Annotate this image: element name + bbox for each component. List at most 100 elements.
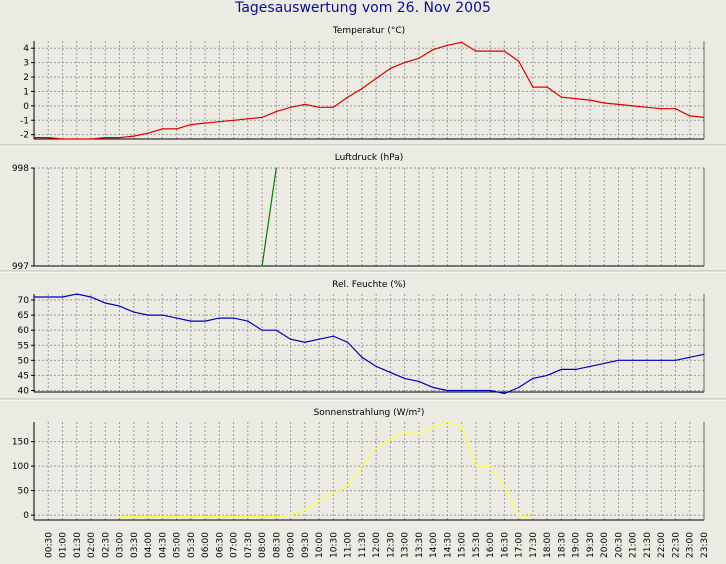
y-tick-label: 50	[18, 356, 30, 366]
data-point	[404, 62, 406, 64]
data-point	[218, 515, 220, 518]
data-point	[703, 353, 705, 355]
data-point	[304, 103, 306, 106]
data-point	[432, 426, 434, 428]
data-point	[589, 365, 591, 367]
x-tick-label: 14:30	[443, 532, 453, 558]
data-point	[518, 514, 520, 516]
x-tick-label: 23:30	[700, 532, 710, 558]
data-point	[475, 389, 477, 392]
x-tick-label: 18:30	[557, 532, 567, 558]
data-point	[147, 132, 149, 134]
data-point	[446, 389, 449, 392]
data-point	[47, 296, 49, 298]
y-tick-label: 65	[18, 311, 29, 321]
x-tick-label: 11:00	[344, 532, 354, 558]
page-title: Tagesauswertung vom 26. Nov 2005	[235, 0, 491, 16]
x-tick-label: 21:30	[643, 532, 653, 558]
data-point	[575, 368, 577, 370]
data-point	[275, 329, 277, 331]
x-tick-label: 18:00	[543, 532, 553, 558]
data-point	[674, 108, 677, 110]
data-point	[461, 426, 463, 428]
data-point	[61, 138, 64, 140]
data-point	[489, 465, 491, 467]
x-tick-label: 15:30	[472, 532, 482, 558]
data-point	[289, 106, 292, 108]
data-point	[133, 311, 135, 313]
data-point	[332, 335, 334, 337]
data-point	[218, 317, 220, 319]
y-tick-label: -2	[20, 131, 29, 141]
data-point	[518, 60, 520, 62]
data-point	[489, 389, 491, 392]
data-point	[261, 515, 263, 518]
data-point	[347, 96, 349, 98]
y-tick-label: 998	[12, 164, 29, 174]
chart-title: Sonnenstrahlung (W/m²)	[314, 408, 425, 418]
data-point	[617, 359, 620, 361]
data-point	[318, 499, 320, 501]
x-tick-label: 17:00	[515, 532, 525, 558]
data-point	[47, 136, 49, 139]
y-tick-label: 997	[12, 262, 29, 272]
data-point	[190, 320, 192, 322]
x-tick-label: 07:30	[244, 532, 254, 558]
data-point	[375, 448, 377, 450]
data-point	[461, 389, 463, 392]
data-point	[347, 341, 349, 343]
data-point	[90, 296, 92, 298]
data-point	[161, 314, 163, 316]
data-point	[232, 317, 235, 319]
x-axis-labels: 00:30 01:00 01:30 02:00 02:30 03:00 03:30 04:00…	[44, 532, 710, 558]
data-point	[389, 371, 391, 373]
data-point	[632, 105, 634, 107]
data-point	[575, 98, 577, 100]
data-point	[204, 122, 206, 124]
x-tick-label: 03:00	[116, 532, 126, 558]
series-line	[34, 41, 705, 140]
data-point	[475, 50, 477, 52]
data-point	[118, 305, 121, 307]
data-point	[175, 515, 178, 518]
chart-panel-2: Luftdruck (hPa) 997 998	[12, 153, 705, 272]
data-point	[518, 386, 520, 389]
data-point	[603, 102, 605, 104]
x-tick-label: 09:00	[287, 532, 297, 558]
data-point	[689, 356, 691, 358]
data-point	[532, 86, 534, 88]
chart-title: Temperatur (°C)	[332, 26, 405, 36]
x-tick-label: 13:30	[415, 532, 425, 558]
x-tick-label: 08:00	[258, 532, 268, 558]
data-point	[332, 106, 334, 108]
data-point	[147, 314, 149, 316]
data-point	[389, 67, 391, 69]
chart-panel-4: Sonnenstrahlung (W/m²) 0 50 100 150	[12, 408, 705, 521]
data-point	[261, 116, 263, 118]
data-point	[361, 356, 363, 358]
data-point	[674, 359, 677, 361]
data-point	[76, 138, 78, 140]
data-point	[446, 44, 449, 46]
y-tick-label: 0	[23, 102, 29, 112]
data-point	[232, 515, 235, 518]
x-tick-label: 23:00	[686, 532, 696, 558]
data-point	[432, 386, 434, 389]
data-point	[318, 338, 320, 340]
data-point	[318, 106, 320, 108]
data-point	[304, 509, 306, 511]
data-point	[560, 368, 563, 370]
series-line	[119, 421, 534, 519]
y-tick-label: 150	[12, 438, 29, 448]
data-point	[503, 392, 506, 395]
series-line	[34, 293, 705, 395]
y-tick-label: 0	[23, 511, 29, 521]
data-point	[175, 128, 178, 130]
data-point	[660, 359, 662, 361]
x-tick-label: 22:30	[671, 532, 681, 558]
y-tick-label: 50	[18, 487, 30, 497]
x-tick-label: 04:30	[158, 532, 168, 558]
data-point	[247, 515, 249, 518]
x-tick-label: 02:30	[101, 532, 111, 558]
